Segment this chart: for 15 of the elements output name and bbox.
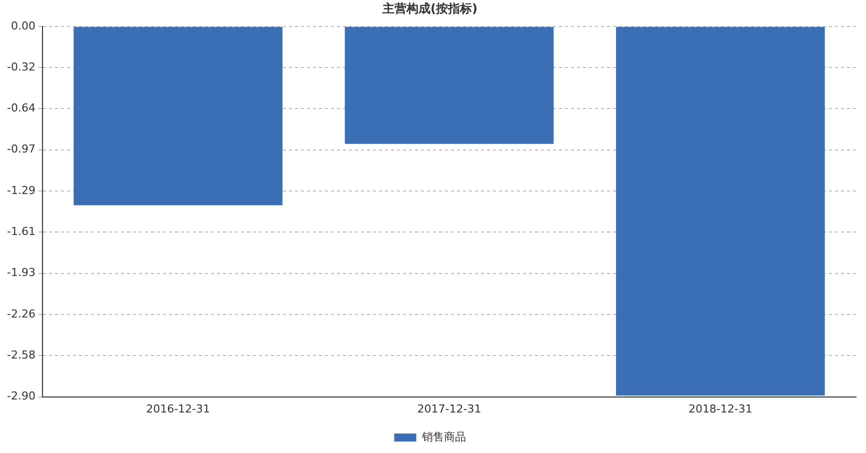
y-tick-label: -0.64 [6,102,36,115]
x-tick-label: 2017-12-31 [417,402,482,416]
y-tick-label: -0.97 [6,142,36,156]
x-tick-label: 2016-12-31 [146,402,210,416]
legend-label: 销售商品 [420,430,466,444]
y-tick-label: -2.58 [6,348,36,362]
y-tick-label: -1.29 [6,184,36,197]
x-tick-label: 2018-12-31 [688,402,752,416]
y-tick-label: -2.26 [6,307,36,320]
y-tick-label: -1.61 [6,225,36,238]
y-tick-label: -1.93 [6,266,36,280]
y-tick-label: -0.32 [6,60,36,74]
chart-title: 主营构成(按指标) [382,1,478,16]
y-tick-label: 0.00 [10,19,36,32]
y-tick-label: -2.90 [6,390,36,403]
